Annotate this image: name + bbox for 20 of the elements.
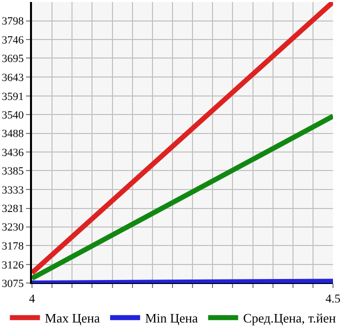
y-tick-label: 3695 bbox=[2, 53, 24, 66]
x-tick-label: 4,5 bbox=[326, 291, 340, 306]
legend-label: Сред.Цена, т.йен bbox=[243, 310, 336, 326]
y-tick-label: 3126 bbox=[2, 259, 24, 272]
y-tick-label: 3488 bbox=[2, 128, 24, 140]
y-tick-label: 3178 bbox=[2, 240, 24, 252]
y-tick-label: 3591 bbox=[2, 90, 24, 103]
legend-label: Max Цена bbox=[44, 310, 100, 326]
y-tick-label: 3798 bbox=[2, 16, 24, 28]
y-tick-label: 3281 bbox=[2, 203, 24, 216]
y-tick-label: 3643 bbox=[2, 72, 24, 84]
y-tick-label: 3540 bbox=[2, 109, 24, 122]
y-tick-label: 3746 bbox=[2, 34, 24, 47]
x-tick-label: 4 bbox=[29, 291, 35, 306]
y-tick-label: 3436 bbox=[2, 146, 24, 159]
y-tick-label: 3333 bbox=[2, 184, 24, 196]
y-tick-label: 3075 bbox=[2, 278, 24, 290]
legend-label: Min Цена bbox=[145, 310, 198, 326]
y-tick-label: 3230 bbox=[2, 222, 24, 234]
y-tick-label: 3385 bbox=[2, 165, 24, 178]
